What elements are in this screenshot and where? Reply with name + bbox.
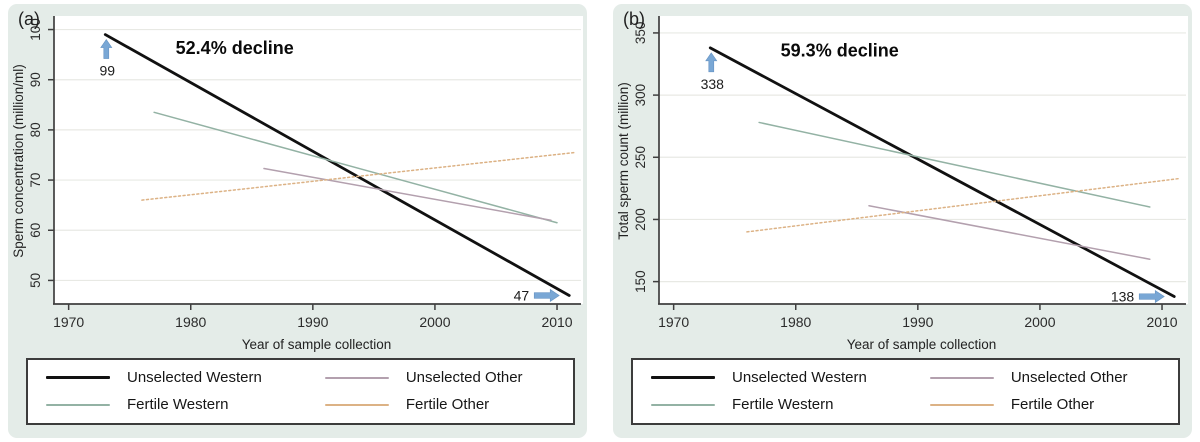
legend-item-unselected-other: Unselected Other	[916, 369, 1174, 386]
legend-label: Unselected Western	[732, 369, 867, 386]
x-axis-title: Year of sample collection	[847, 337, 997, 352]
legend-item-fertile-other: Fertile Other	[916, 396, 1174, 413]
legend-item-fertile-western: Fertile Western	[32, 396, 311, 413]
legend-label: Unselected Other	[405, 369, 523, 386]
legend-item-unselected-western: Unselected Western	[637, 369, 916, 386]
panel-b: (b) 150 200 250 300 350 1970 1980 1990 2000 2010 T…	[613, 4, 1192, 438]
x-tick-label: 1980	[780, 314, 811, 330]
legend-item-unselected-western: Unselected Western	[32, 369, 311, 386]
y-tick-label: 60	[28, 223, 43, 238]
y-tick-label: 70	[28, 173, 43, 188]
legend-b: Unselected Western Unselected Other Fertil…	[631, 358, 1180, 425]
legend-label: Fertile Western	[127, 396, 229, 413]
x-tick-label: 1990	[297, 314, 328, 330]
x-tick-label: 1990	[902, 314, 933, 330]
y-axis-title: Sperm concentration (million/ml)	[11, 64, 26, 258]
y-tick-label: 150	[633, 270, 648, 293]
y-tick-label: 250	[633, 146, 648, 169]
legend-line-swatch	[929, 376, 994, 379]
right-arrow-icon	[1138, 289, 1165, 304]
series-line-fertile-other	[141, 151, 577, 201]
legend-line-swatch	[929, 403, 994, 406]
start-value-label: 99	[99, 63, 115, 79]
series-line-fertile-other	[746, 177, 1182, 233]
legend-label: Fertile Other	[1010, 396, 1095, 413]
legend-item-fertile-western: Fertile Western	[637, 396, 916, 413]
right-arrow-icon	[533, 288, 560, 303]
x-tick-label: 2010	[1146, 314, 1177, 330]
y-tick-label: 300	[633, 84, 648, 107]
x-tick-label: 2000	[1024, 314, 1055, 330]
series-line-unselected-other	[263, 167, 552, 221]
legend-line-swatch	[46, 403, 110, 406]
legend-line-swatch	[324, 376, 389, 379]
panel-a: (a) 50 60 70 80 90 100 1970 1980 1990 2000 2010 Spe…	[8, 4, 587, 438]
x-tick-label: 1980	[175, 314, 206, 330]
series-line-fertile-western	[153, 111, 558, 224]
x-axis-title: Year of sample collection	[242, 337, 392, 352]
legend-label: Fertile Western	[732, 396, 834, 413]
end-value-label: 47	[514, 287, 530, 303]
panel-label-b: (b)	[623, 9, 645, 29]
chart-a: 50 60 70 80 90 100 1970 1980 1990 2000 2010 Sperm c…	[11, 16, 583, 352]
legend-line-swatch	[46, 376, 110, 379]
y-tick-label: 350	[633, 22, 648, 45]
panel-label-a: (a)	[18, 9, 40, 29]
legend-item-unselected-other: Unselected Other	[311, 369, 569, 386]
series-line-unselected-western	[708, 46, 1176, 298]
y-tick-label: 200	[633, 208, 648, 231]
up-arrow-icon	[100, 39, 113, 59]
legend-label: Unselected Western	[127, 369, 262, 386]
legend-line-swatch	[651, 376, 715, 379]
plot-area	[54, 16, 583, 304]
y-tick-label: 80	[28, 122, 43, 137]
legend-line-swatch	[651, 403, 715, 406]
x-tick-label: 2010	[541, 314, 572, 330]
end-value-label: 138	[1111, 289, 1135, 305]
x-tick-label: 1970	[658, 314, 689, 330]
series-line-unselected-other	[868, 205, 1151, 260]
series-line-fertile-western	[758, 121, 1151, 208]
legend-label: Unselected Other	[1010, 369, 1128, 386]
x-tick-label: 2000	[419, 314, 450, 330]
up-arrow-icon	[705, 52, 718, 73]
legend-line-swatch	[324, 403, 389, 406]
y-axis-title: Total sperm count (million)	[616, 82, 631, 240]
legend-label: Fertile Other	[405, 396, 490, 413]
y-tick-label: 50	[28, 273, 43, 288]
start-value-label: 338	[701, 76, 725, 92]
x-tick-label: 1970	[53, 314, 84, 330]
y-tick-label: 100	[28, 18, 43, 41]
legend-item-fertile-other: Fertile Other	[311, 396, 569, 413]
decline-annotation: 52.4% decline	[176, 38, 294, 58]
series-line-unselected-western	[103, 33, 571, 297]
y-tick-label: 90	[28, 72, 43, 87]
chart-b: 150 200 250 300 350 1970 1980 1990 2000 2010 Total…	[616, 16, 1188, 352]
legend-a: Unselected Western Unselected Other Fertil…	[26, 358, 575, 425]
decline-annotation: 59.3% decline	[781, 40, 899, 60]
